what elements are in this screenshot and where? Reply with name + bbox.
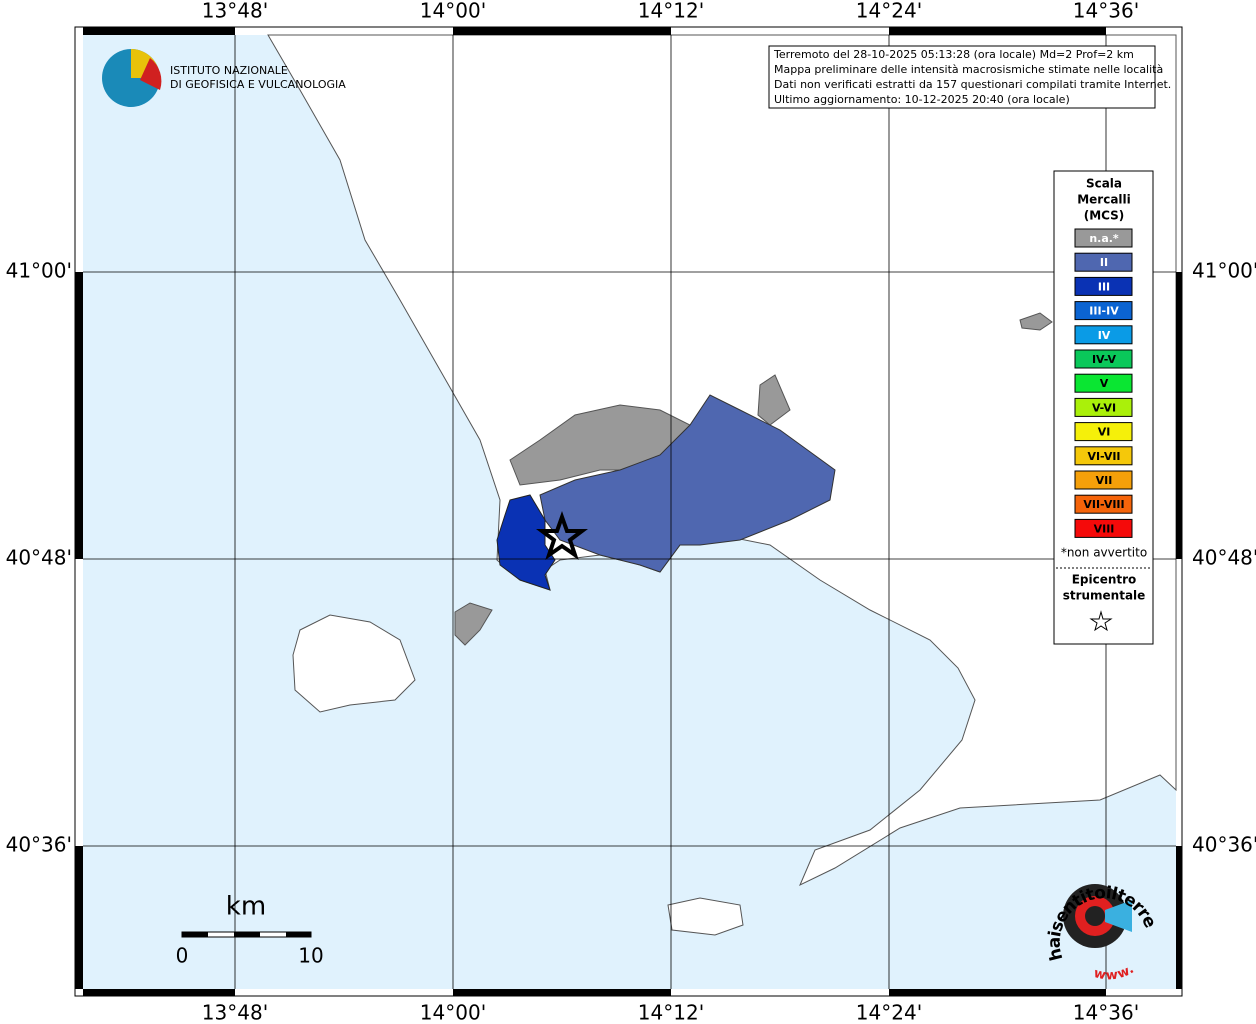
scale-bar-seg: [234, 932, 260, 937]
lat-label: 41°00': [6, 259, 72, 283]
legend-label: VII: [1096, 474, 1113, 487]
badge-horn: [1105, 900, 1132, 932]
info-box-frame: [768, 45, 1156, 109]
border-bar: [889, 27, 1106, 35]
legend: Scala Mercalli (MCS) *non avvertito Epic…: [1053, 170, 1154, 645]
legend-swatch: [1074, 373, 1133, 393]
legend-label: II: [1100, 256, 1108, 269]
lat-label: 40°48': [6, 546, 72, 570]
legend-label: V: [1100, 377, 1109, 390]
lon-label: 14°36': [1073, 1001, 1139, 1024]
legend-title: Scala: [1086, 177, 1122, 191]
logo-text: DI GEOFISICA E VULCANOLOGIA: [170, 78, 346, 91]
legend-swatch: [1074, 397, 1133, 417]
legend-label: n.a.*: [1089, 232, 1119, 245]
ponza-islet: [1019, 312, 1053, 331]
legend-swatch: [1074, 518, 1133, 538]
logo-globe-part: [140, 58, 162, 90]
legend-label: IV: [1098, 329, 1111, 342]
lat-label: 40°36': [1192, 833, 1256, 857]
legend-swatch: [1074, 301, 1133, 321]
area-iii: [496, 494, 556, 591]
legend-label: VII-VIII: [1083, 498, 1124, 511]
legend-label: IV-V: [1092, 353, 1117, 366]
legend-label: III: [1098, 280, 1110, 293]
info-line: Terremoto del 28-10-2025 05:13:28 (ora l…: [773, 48, 1134, 61]
lon-label: 14°24': [856, 1001, 922, 1024]
graticule: [75, 27, 1182, 996]
ischia: [292, 614, 416, 713]
area-ii: [539, 394, 836, 573]
lon-label: 14°12': [638, 0, 704, 23]
border-bar: [453, 989, 671, 996]
lon-label: 14°00': [420, 0, 486, 23]
border-bar: [75, 272, 83, 559]
badge-core: [1085, 906, 1105, 926]
logo-text: ISTITUTO NAZIONALE: [170, 64, 288, 77]
legend-swatch: [1074, 349, 1133, 369]
border-bar: [1176, 272, 1182, 559]
logo-ingv: ISTITUTO NAZIONALE DI GEOFISICA E VULCAN…: [102, 49, 346, 107]
legend-epicenter: strumentale: [1063, 589, 1146, 603]
scale-unit: km: [226, 892, 266, 922]
lon-label: 14°24': [856, 0, 922, 23]
legend-title: Mercalli: [1077, 193, 1131, 207]
legend-swatch: [1074, 446, 1133, 466]
lon-label: 13°48': [202, 0, 268, 23]
scale-bar-seg: [182, 932, 208, 937]
legend-title: (MCS): [1084, 209, 1125, 223]
epicenter: [536, 511, 588, 561]
border-bar: [83, 989, 235, 996]
info-box: Terremoto del 28-10-2025 05:13:28 (ora l…: [768, 45, 1171, 109]
legend-label: VI: [1098, 426, 1111, 439]
capri: [667, 897, 744, 936]
legend-footnote: *non avvertito: [1061, 546, 1147, 560]
border-bar: [453, 27, 671, 35]
legend-swatch: [1074, 276, 1133, 296]
legend-swatch: [1074, 470, 1133, 490]
lon-label: 14°12': [638, 1001, 704, 1024]
info-line: Ultimo aggiornamento: 10-12-2025 20:40 (…: [774, 93, 1070, 106]
legend-swatch: [1074, 325, 1133, 345]
procida: [454, 602, 493, 646]
scale-label: 0: [176, 944, 189, 968]
scale-bar-seg: [286, 932, 311, 937]
legend-label: V-VI: [1092, 401, 1116, 414]
info-line: Dati non verificati estratti da 157 ques…: [774, 78, 1171, 91]
lon-label: 14°00': [420, 1001, 486, 1024]
legend-label: III-IV: [1089, 305, 1119, 318]
border-bar: [1176, 846, 1182, 989]
lon-label: 14°36': [1073, 0, 1139, 23]
info-line: Mappa preliminare delle intensità macros…: [774, 63, 1163, 76]
legend-label: VI-VII: [1087, 450, 1120, 463]
lat-label: 40°36': [6, 833, 72, 857]
lon-label: 13°48': [202, 1001, 268, 1024]
legend-swatch: [1074, 252, 1133, 272]
border-bar: [75, 846, 83, 989]
legend-label: VIII: [1094, 522, 1115, 535]
scale-label: 10: [298, 944, 323, 968]
lat-label: 40°48': [1192, 546, 1256, 570]
legend-swatch: [1074, 422, 1133, 442]
border-bar: [83, 27, 235, 35]
legend-swatch: [1074, 494, 1133, 514]
border-bar: [889, 989, 1106, 996]
legend-swatch: [1074, 228, 1133, 248]
scale-bar: km 0 10: [176, 892, 324, 968]
legend-epicenter: Epicentro: [1072, 573, 1137, 587]
legend-star: [1089, 610, 1113, 632]
lat-label: 41°00': [1192, 259, 1256, 283]
